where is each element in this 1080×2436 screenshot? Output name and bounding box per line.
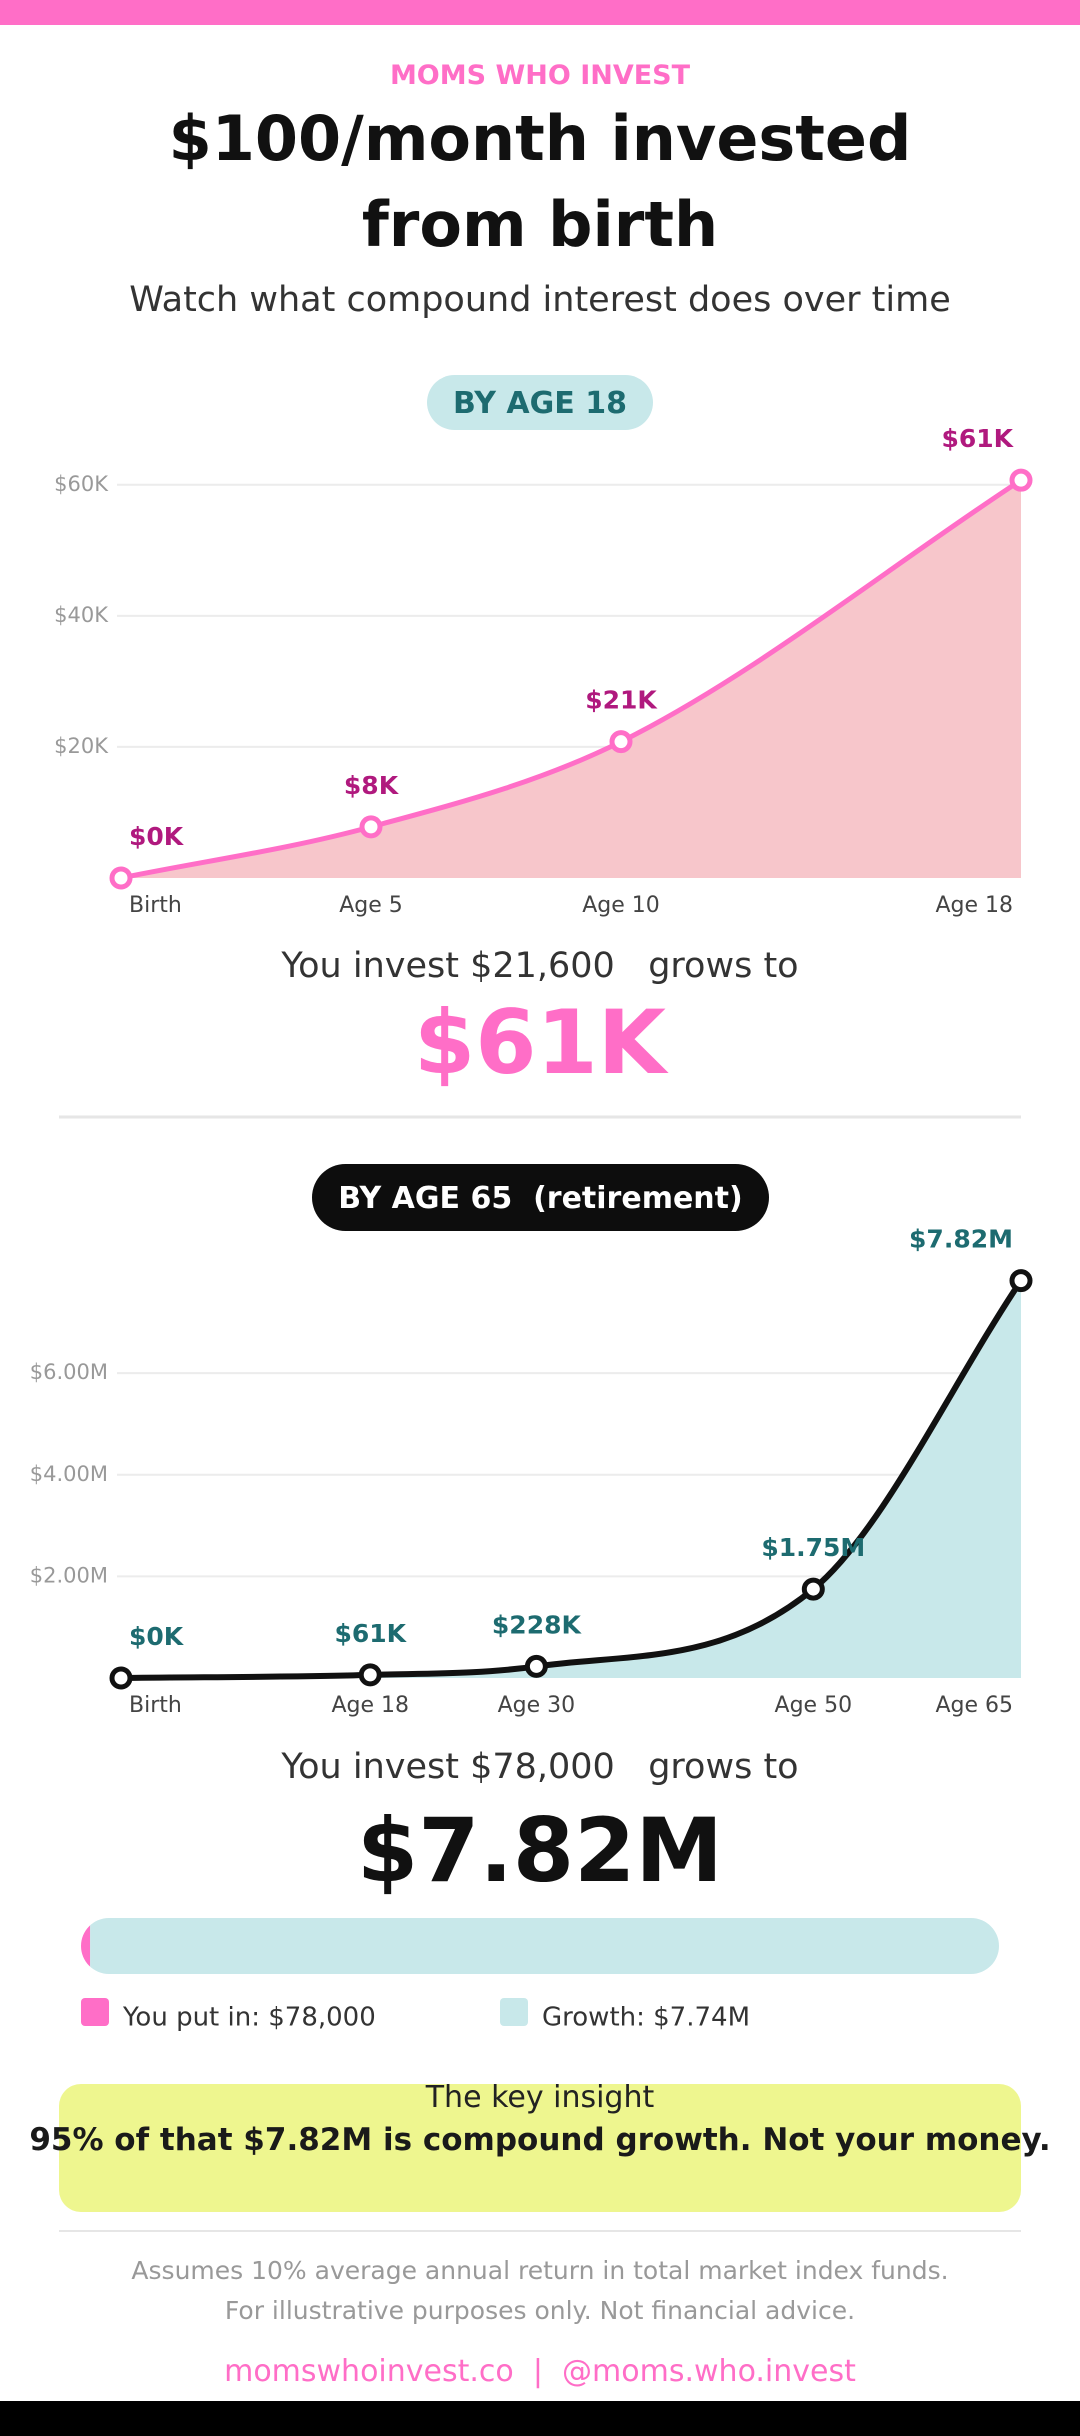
bottom-bar — [0, 2401, 1080, 2436]
footer: momswhoinvest.co | @moms.who.invest — [0, 2354, 1080, 2389]
y-tick-label: $60K — [54, 472, 109, 496]
point — [109, 866, 133, 890]
line — [118, 477, 1024, 881]
legend-label: Growth: $7.74M — [542, 2003, 750, 2033]
x-tick-label: Birth — [129, 1693, 182, 1718]
footer-link[interactable]: momswhoinvest.co — [224, 2354, 514, 2389]
area-fill — [121, 480, 1021, 878]
data-label: $21K — [585, 686, 658, 715]
data-label: $0K — [129, 822, 185, 851]
footer-separator: | — [532, 2354, 543, 2389]
total: $7.82M — [357, 1799, 723, 1902]
point — [358, 1663, 382, 1687]
insight-heading: The key insight — [425, 2080, 655, 2115]
badge-label: BY AGE 65 (retirement) — [338, 1181, 742, 1216]
data-label: $228K — [492, 1610, 583, 1639]
insight-box — [59, 2084, 1021, 2212]
x-tick-label: Age 5 — [339, 893, 403, 918]
y-tick-label: $6.00M — [30, 1360, 108, 1384]
disclaimer: For illustrative purposes only. Not fina… — [224, 2296, 856, 2325]
data-label: $1.75M — [761, 1533, 865, 1562]
total: $61K — [414, 991, 669, 1094]
point — [359, 815, 383, 839]
data-label: $61K — [941, 424, 1014, 453]
badge — [427, 375, 653, 430]
x-tick-label: Age 10 — [582, 893, 660, 918]
subtitle: Watch what compound interest does over t… — [129, 280, 951, 320]
data-label: $8K — [344, 771, 400, 800]
data-label: $61K — [334, 1619, 407, 1648]
point — [609, 730, 633, 754]
x-tick-label: Age 18 — [935, 893, 1013, 918]
line — [118, 1277, 1024, 1681]
data-label: $7.82M — [909, 1225, 1013, 1254]
legend-label: You put in: $78,000 — [122, 2003, 376, 2033]
footer-link[interactable]: @moms.who.invest — [562, 2354, 856, 2389]
legend-swatch — [500, 1998, 528, 2026]
point — [1009, 468, 1033, 492]
insight-text: 95% of that $7.82M is compound growth. N… — [29, 2122, 1051, 2158]
point — [109, 1666, 133, 1690]
y-tick-label: $4.00M — [30, 1462, 108, 1486]
breakdown-bar — [81, 1918, 999, 1974]
y-tick-label: $40K — [54, 603, 109, 627]
x-tick-label: Age 65 — [935, 1693, 1013, 1718]
point — [524, 1654, 548, 1678]
x-tick-label: Age 30 — [498, 1693, 576, 1718]
badge — [312, 1164, 769, 1231]
x-tick-label: Age 50 — [775, 1693, 853, 1718]
bar-segment — [90, 1918, 999, 1974]
title: $100/month invested from birth — [168, 102, 912, 261]
caption: You invest $21,600 grows to — [280, 946, 798, 986]
divider — [59, 2230, 1021, 2232]
x-tick-label: Birth — [129, 893, 182, 918]
x-tick-label: Age 18 — [331, 1693, 409, 1718]
point — [1009, 1269, 1033, 1293]
bar-segment — [81, 1918, 91, 1974]
caption: You invest $78,000 grows to — [280, 1747, 798, 1787]
point — [801, 1577, 825, 1601]
y-tick-label: $2.00M — [30, 1563, 108, 1587]
disclaimer: Assumes 10% average annual return in tot… — [131, 2256, 949, 2285]
legend-swatch — [81, 1998, 109, 2026]
y-tick-label: $20K — [54, 734, 109, 758]
top-bar — [0, 0, 1080, 25]
data-label: $0K — [129, 1622, 185, 1651]
area-fill — [121, 1280, 1021, 1678]
badge-label: BY AGE 18 — [453, 386, 627, 421]
brand: MOMS WHO INVEST — [389, 60, 691, 91]
